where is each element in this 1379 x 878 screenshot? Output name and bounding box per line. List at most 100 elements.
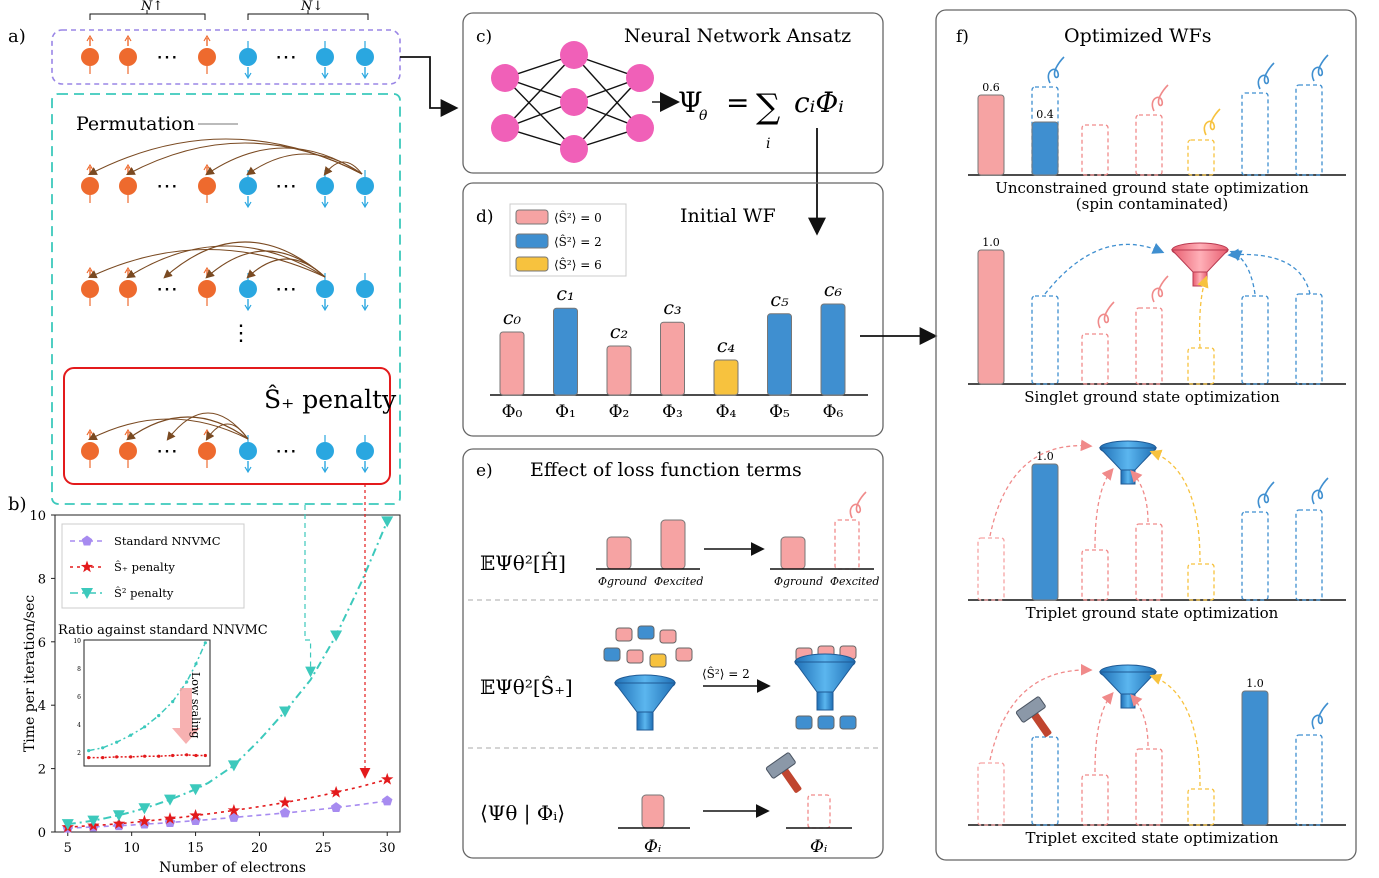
inset-point xyxy=(129,755,133,759)
filter-arrow xyxy=(1094,468,1114,549)
formula-rhs: cᵢΦᵢ xyxy=(794,86,844,119)
inset-point xyxy=(143,725,147,729)
panel-b-label: b) xyxy=(8,494,27,515)
nn-node xyxy=(560,41,588,69)
coefficient-label: c₅ xyxy=(770,289,789,311)
spin-down-electron xyxy=(316,170,334,209)
y-tick-label: 6 xyxy=(38,636,46,651)
data-point xyxy=(279,706,291,718)
formula-index: i xyxy=(766,136,770,152)
nn-node xyxy=(491,64,519,92)
spin-down-electron xyxy=(316,41,334,80)
data-point xyxy=(227,760,240,772)
removed-curl-icon xyxy=(1047,56,1065,84)
spin-down-electron xyxy=(356,435,374,474)
n-down-label: N↓ xyxy=(300,0,323,14)
filter-arrow xyxy=(989,439,1093,537)
penalty-label: Ŝ₊ penalty xyxy=(264,385,397,414)
empty-state-bar xyxy=(977,762,1005,826)
removed-curl-icon xyxy=(1257,62,1275,90)
nn-edge xyxy=(573,54,641,129)
removed-curl-icon xyxy=(1311,477,1329,505)
legend-d-s2: ⟨Ŝ²⟩ = 2 xyxy=(554,233,602,249)
inset-point xyxy=(171,753,175,758)
energy-term: 𝔼Ψθ²[Ĥ] xyxy=(480,551,566,575)
removed-curl-icon xyxy=(1151,275,1169,303)
panel-f-box xyxy=(935,9,1357,861)
plot-frame xyxy=(54,514,401,833)
funnel-icon-excited xyxy=(1098,664,1158,709)
panel-d-box xyxy=(462,182,884,437)
row-caption: Singlet ground state optimization xyxy=(1024,388,1280,406)
coefficient-bar xyxy=(713,359,739,396)
coefficient-bar xyxy=(767,313,792,396)
x-tick-label: 5 xyxy=(64,841,72,856)
ellipsis: ⋯ xyxy=(275,174,297,199)
row-caption: Triplet excited state optimization xyxy=(1025,829,1278,847)
amplitude-label: 0.6 xyxy=(982,81,1000,94)
y-tick-label: 2 xyxy=(38,763,46,778)
empty-state-bar xyxy=(1081,774,1109,826)
phi-i-1: Φᵢ xyxy=(644,837,661,857)
ellipsis: ⋯ xyxy=(275,45,297,70)
data-point xyxy=(87,815,100,827)
low-scaling-arrow xyxy=(172,688,200,744)
data-point xyxy=(189,784,202,796)
nn-node xyxy=(491,114,519,142)
spin-up-electron xyxy=(198,266,216,306)
basis-square xyxy=(649,653,667,668)
removed-curl-icon xyxy=(1097,301,1115,329)
funnel-icon-singlet xyxy=(1170,242,1230,287)
spin-down-electron xyxy=(239,435,257,474)
formula-theta: θ xyxy=(699,108,708,124)
x-tick-label: 15 xyxy=(187,841,204,856)
phi-excited-2: Φexcited xyxy=(830,575,879,588)
panel-d-label: d) xyxy=(476,207,494,227)
ellipsis: ⋯ xyxy=(156,45,178,70)
inset-point xyxy=(115,755,119,759)
permutation-box xyxy=(51,93,401,505)
panel-c: c) Neural Network Ansatz Ψ θ = ∑ i cᵢΦᵢ xyxy=(462,12,884,236)
phi-excited-1: Φexcited xyxy=(654,575,703,588)
inset-point xyxy=(171,700,175,704)
legend-entry: Ŝ₊ penalty xyxy=(114,560,175,574)
removed-curl-icon xyxy=(1311,54,1329,82)
basis-square xyxy=(637,625,655,640)
data-point xyxy=(189,809,202,821)
empty-state-bar xyxy=(1295,84,1323,176)
inset-point xyxy=(203,641,207,645)
row-caption-sub: (spin contaminated) xyxy=(1076,195,1228,213)
empty-state-bar xyxy=(977,537,1005,601)
inset-y-tick: 8 xyxy=(77,666,81,673)
permutation-arc xyxy=(126,142,363,176)
basis-label: Φ₄ xyxy=(716,402,737,422)
amplitude-label: 0.4 xyxy=(1036,108,1054,121)
empty-state-bar xyxy=(1187,139,1215,176)
series-line xyxy=(67,800,388,829)
filter-arrow xyxy=(1149,673,1201,787)
empty-state-bar xyxy=(1187,788,1215,826)
coefficient-bar xyxy=(499,331,525,396)
legend-entry: Ŝ² penalty xyxy=(114,586,174,600)
filled-state-bar xyxy=(977,249,1005,385)
nn-node xyxy=(560,135,588,163)
nn-node xyxy=(560,88,588,116)
spin-down-electron xyxy=(239,41,257,80)
inset-point xyxy=(129,733,133,737)
inset-point xyxy=(194,753,198,758)
filter-arrow xyxy=(1227,248,1311,295)
funnel-icon-triplet xyxy=(1098,440,1158,485)
empty-state-bar xyxy=(1241,92,1269,176)
inset-point xyxy=(203,753,207,758)
basis-square xyxy=(603,647,621,662)
x-tick-label: 10 xyxy=(123,841,140,856)
coefficient-label: c₆ xyxy=(824,279,843,301)
data-point xyxy=(61,819,74,831)
empty-state-bar xyxy=(1081,124,1109,176)
empty-state-bar xyxy=(1135,307,1163,385)
ellipsis: ⋯ xyxy=(156,174,178,199)
panel-f-label: f) xyxy=(956,27,969,47)
chart-legend xyxy=(61,523,245,609)
removed-curl-icon xyxy=(1203,108,1221,136)
filled-state-bar xyxy=(1031,121,1059,176)
